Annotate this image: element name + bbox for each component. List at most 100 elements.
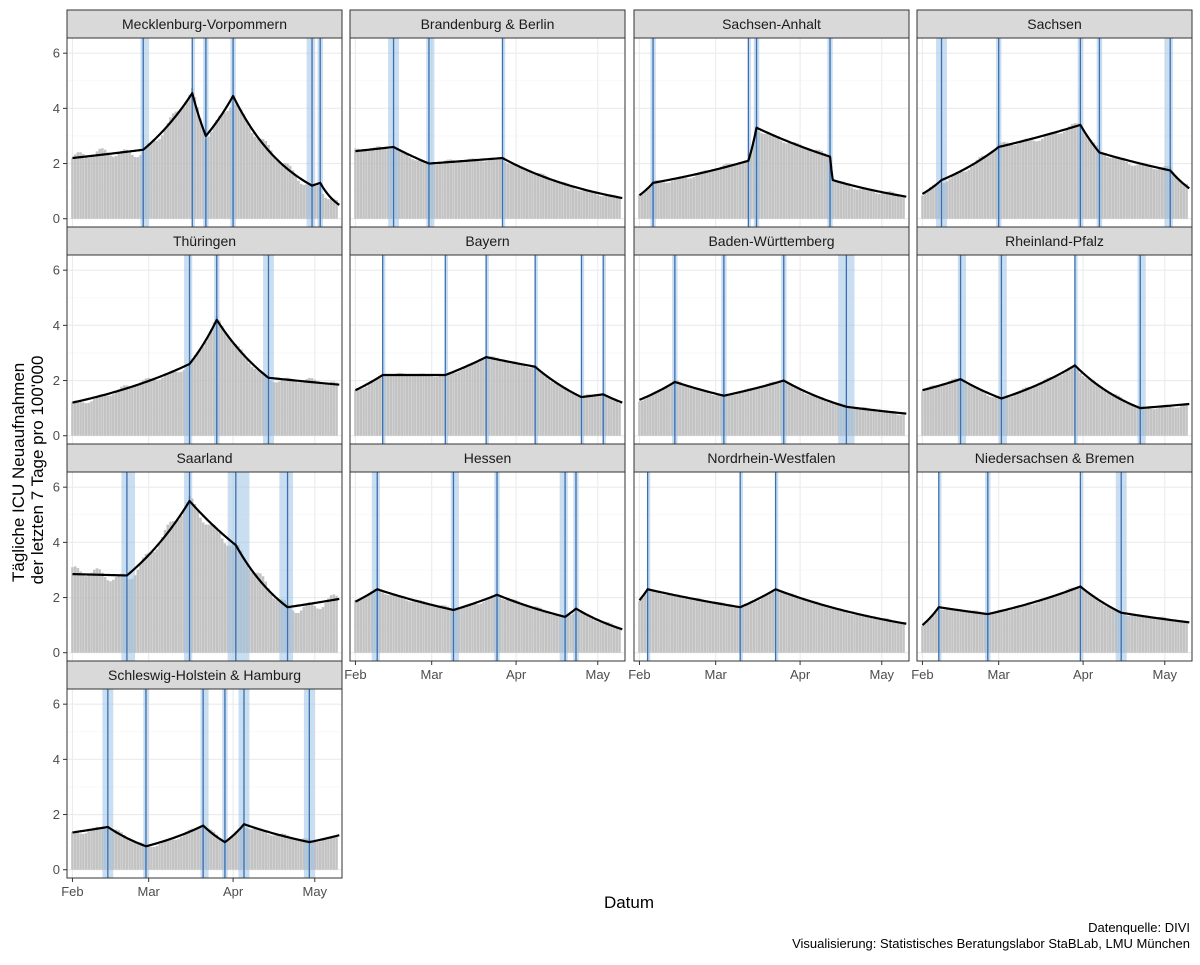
bar [1155,169,1158,219]
bar [569,391,572,436]
bar [662,182,666,219]
bar [687,386,690,436]
bar [473,361,477,436]
y-axis: 0 2 4 6 [53,480,67,660]
bar [490,596,493,653]
bar [114,391,118,436]
bar [512,599,515,653]
bar [460,161,463,219]
bar [411,375,414,436]
bar [899,623,903,653]
bar [725,163,728,219]
bar [144,553,148,653]
bar [574,394,578,436]
bar [926,189,930,219]
bar [596,194,600,219]
bar [981,390,984,436]
bar [774,381,777,436]
bar [509,164,512,219]
bar [896,414,900,436]
bar [1054,133,1058,219]
bar [787,143,791,219]
bar [136,384,140,436]
bar [888,619,892,653]
bar [768,591,772,653]
bar [188,94,191,219]
bar [335,199,338,219]
breakpoint-interval [603,255,606,444]
bar [294,612,297,653]
bar [128,840,131,870]
strip-background [349,9,626,39]
bar [174,520,178,653]
breakpoints [646,472,779,661]
bar [90,401,93,436]
bar [264,581,268,653]
caption-data-source: Datenquelle: DIVI [1088,920,1190,935]
bar [986,155,990,219]
bar [163,840,167,870]
bar [542,173,545,219]
bar [446,159,450,219]
bar [367,149,371,219]
bar [1166,405,1169,436]
bar [327,836,330,870]
bar [416,600,420,653]
bar [117,830,120,870]
bar [1171,171,1175,219]
bar [365,150,368,219]
bar [921,625,924,653]
bar [1149,167,1153,219]
bar [215,834,219,870]
bar [1011,396,1014,436]
bar [975,159,979,219]
breakpoint-interval [192,38,195,227]
breakpoint-interval [559,472,568,661]
bar [679,176,682,219]
bar [1046,596,1049,653]
bar [1090,140,1093,219]
panel-sachsen-anhalt: Sachsen-Anhalt [633,9,910,228]
bar [1054,376,1058,436]
breakpoint-interval [1080,472,1084,661]
y-tick-label: 0 [53,862,60,877]
bar [585,394,589,436]
bar [929,385,932,436]
bar [1030,386,1033,436]
bar [476,604,480,653]
bar [490,158,493,219]
bar [1051,132,1055,219]
bar [152,141,156,219]
bar [768,382,772,436]
bar [978,611,981,653]
trend-line [354,588,623,631]
bar [853,189,856,219]
y-axis: 0 2 4 6 [53,46,67,226]
bar [717,395,720,436]
bar [506,362,510,436]
bar [245,358,248,436]
bar [1084,377,1088,436]
bar [460,607,463,653]
bar [615,195,619,219]
bar [136,157,140,219]
bar [872,410,875,436]
bar [558,384,561,436]
bar [610,623,613,653]
bar [182,834,186,870]
bar [654,590,658,653]
breakpoint-interval [748,38,752,227]
strip-label-hessen: Hessen [464,450,511,466]
bar [1035,385,1039,436]
bar [305,603,308,653]
bar [858,189,862,219]
bar [210,329,213,436]
bar [441,161,444,219]
bar [812,600,815,653]
breakpoint-interval [1074,255,1078,444]
bar [953,608,957,653]
bar [193,504,197,653]
bar [563,182,567,219]
bar [728,163,731,219]
bar [476,159,480,219]
